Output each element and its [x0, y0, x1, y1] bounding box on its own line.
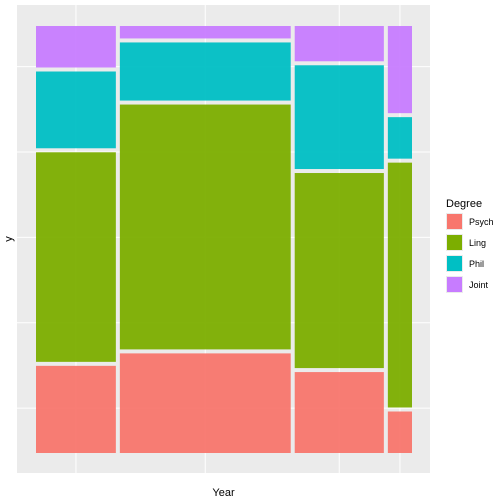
mosaic-tile-joint [119, 26, 291, 39]
mosaic-tile-phil [387, 117, 412, 159]
legend: Degree Psych Ling Phil Joint [446, 198, 494, 293]
mosaic-tile-phil [294, 65, 384, 170]
legend-title: Degree [446, 198, 482, 210]
legend-key-psych [447, 214, 462, 229]
mosaic-tile-psych [119, 353, 291, 453]
mosaic-tile-psych [387, 411, 412, 453]
legend-label-joint: Joint [469, 280, 489, 290]
mosaic-tile-psych [294, 372, 384, 453]
legend-items: Psych Ling Phil Joint [446, 213, 494, 293]
mosaic-tile-joint [294, 26, 384, 62]
mosaic-tile-joint [387, 26, 412, 114]
mosaic-tile-ling [387, 162, 412, 408]
legend-label-phil: Phil [469, 259, 484, 269]
mosaic-tile-ling [36, 152, 116, 362]
legend-key-ling [447, 235, 462, 250]
y-axis-title: y [3, 236, 15, 242]
x-axis-title: Year [212, 487, 235, 499]
mosaic-tiles [36, 26, 412, 453]
legend-key-phil [447, 256, 462, 271]
mosaic-tile-phil [119, 42, 291, 101]
legend-label-ling: Ling [469, 238, 486, 248]
mosaic-tile-ling [119, 104, 291, 350]
mosaic-tile-psych [36, 365, 116, 453]
legend-label-psych: Psych [469, 217, 494, 227]
legend-key-joint [447, 277, 462, 292]
mosaic-tile-joint [36, 26, 116, 68]
mosaic-tile-ling [294, 173, 384, 369]
mosaic-tile-phil [36, 71, 116, 149]
